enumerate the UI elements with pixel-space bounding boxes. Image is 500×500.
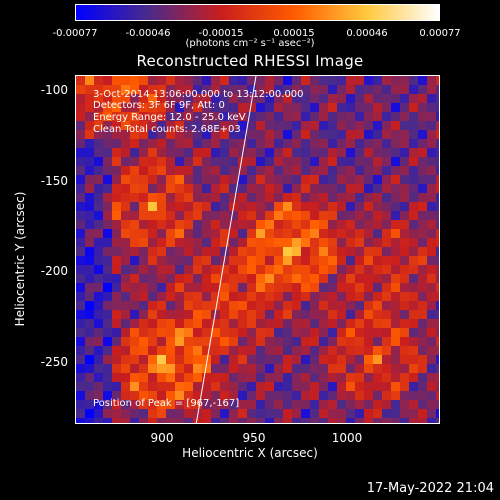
y-tick-label: -100 [40, 83, 68, 97]
x-tick-label: 950 [242, 431, 266, 445]
detectors-text: Detectors: 3F 6F 9F, Att: 0 [93, 100, 225, 111]
colorbar-tick-label: 0.00077 [419, 28, 461, 39]
plot-title: Reconstructed RHESSI Image [136, 52, 364, 70]
colorbar-units: (photons cm⁻² s⁻¹ asec⁻²) [185, 38, 315, 49]
colorbar-tick-label: 0.00015 [273, 28, 315, 39]
y-tick-label: -200 [40, 264, 68, 278]
image-pixels [76, 76, 439, 423]
colorbar [75, 4, 440, 21]
y-tick-label: -250 [40, 355, 68, 369]
colorbar-tick-label: -0.00046 [125, 28, 171, 39]
y-axis-label: Heliocentric Y (arcsec) [13, 191, 27, 327]
time-range-text: 3-Oct-2014 13:06:00.000 to 13:12:00.000 [93, 89, 304, 100]
solar-limb-line [195, 76, 257, 423]
y-tick-label: -150 [40, 174, 68, 188]
energy-range-text: Energy Range: 12.0 - 25.0 keV [93, 112, 246, 123]
rhessi-image-map [76, 76, 439, 423]
colorbar-tick-label: -0.00015 [198, 28, 244, 39]
rhessi-image: 3-Oct-2014 13:06:00.000 to 13:12:00.000 … [75, 75, 440, 424]
x-tick-label: 1000 [331, 431, 363, 445]
peak-position-text: Position of Peak = [967,-167] [93, 398, 240, 409]
x-tick-label: 900 [150, 431, 174, 445]
timestamp: 17-May-2022 21:04 [366, 481, 494, 496]
colorbar-tick-label: 0.00046 [346, 28, 388, 39]
colorbar-tick-label: -0.00077 [52, 28, 98, 39]
x-axis-label: Heliocentric X (arcsec) [182, 446, 318, 460]
total-counts-text: Clean Total counts: 2.68E+03 [93, 124, 241, 135]
